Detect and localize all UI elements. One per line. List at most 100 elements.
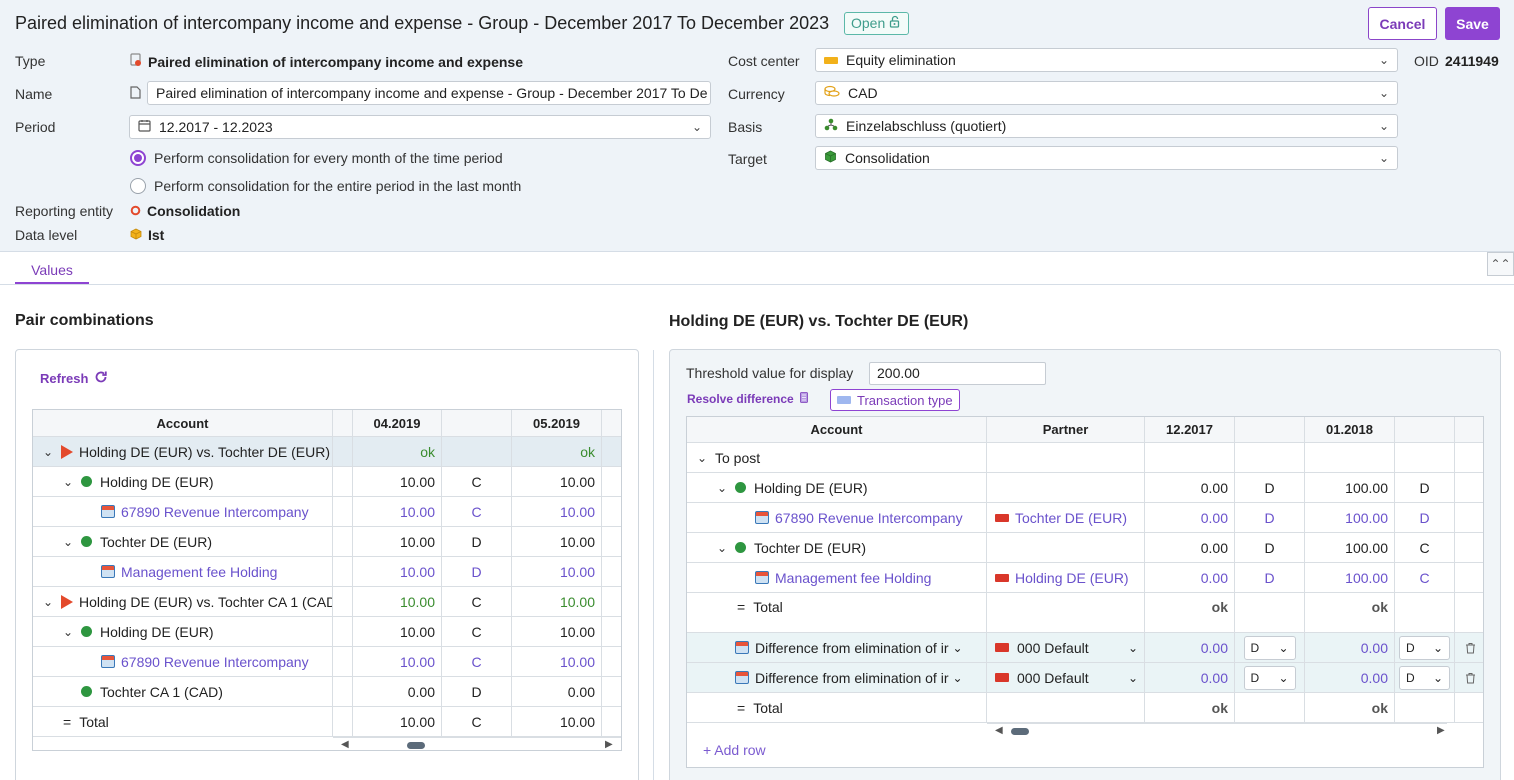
type-value: Paired elimination of intercompany incom… bbox=[130, 53, 523, 70]
resolve-difference-button[interactable]: Resolve difference bbox=[687, 392, 808, 406]
table-row[interactable]: ⌄ Holding DE (EUR) vs. Tochter DE (EUR) o… bbox=[33, 437, 621, 467]
chevron-down-icon[interactable]: ⌄ bbox=[62, 534, 74, 549]
status-dot-icon bbox=[81, 536, 92, 547]
horizontal-scrollbar[interactable]: ◀ ▶ bbox=[987, 723, 1447, 737]
difference-row[interactable]: Difference from elimination of ir ⌄ 000 D… bbox=[687, 663, 1483, 693]
chevron-down-icon: ⌄ bbox=[1378, 53, 1389, 67]
horizontal-scrollbar[interactable]: ◀ ▶ bbox=[333, 737, 621, 750]
chevron-down-icon[interactable]: ⌄ bbox=[42, 444, 54, 459]
period-select[interactable]: 12.2017 - 12.2023 ⌄ bbox=[129, 115, 711, 139]
chevron-down-icon[interactable]: ⌄ bbox=[1127, 670, 1138, 685]
table-row[interactable]: Management fee Holding 10.00 D 10.00 bbox=[33, 557, 621, 587]
chevron-down-icon: ⌄ bbox=[1378, 119, 1389, 133]
table-row[interactable]: ⌄ Holding DE (EUR) 10.00 C 10.00 bbox=[33, 617, 621, 647]
total-row: = Total 10.00 C 10.00 bbox=[33, 707, 621, 737]
radio-entire[interactable]: Perform consolidation for the entire per… bbox=[130, 178, 521, 194]
radio-monthly[interactable]: Perform consolidation for every month of… bbox=[130, 150, 503, 166]
total-row: = Total ok ok bbox=[687, 593, 1483, 633]
debit-credit-select[interactable]: D ⌄ bbox=[1243, 635, 1296, 660]
collapse-icon[interactable]: ⌃⌃ bbox=[1487, 252, 1514, 276]
chevron-down-icon[interactable]: ⌄ bbox=[62, 624, 74, 639]
chevron-down-icon[interactable]: ⌄ bbox=[952, 640, 963, 655]
transaction-flag-icon bbox=[995, 673, 1009, 682]
trash-icon[interactable] bbox=[1455, 633, 1483, 662]
account-icon bbox=[735, 641, 749, 654]
transaction-flag-icon bbox=[995, 643, 1009, 652]
resolve-difference-label: Resolve difference bbox=[687, 392, 794, 406]
account-icon bbox=[735, 671, 749, 684]
chevron-down-icon[interactable]: ⌄ bbox=[952, 670, 963, 685]
scroll-thumb[interactable] bbox=[1011, 728, 1029, 735]
chevron-down-icon: ⌄ bbox=[1378, 151, 1389, 165]
name-input[interactable]: Paired elimination of intercompany incom… bbox=[147, 81, 711, 105]
trash-icon[interactable] bbox=[1455, 663, 1483, 692]
table-row[interactable]: ⌄ Tochter DE (EUR) 0.00 D 100.00 C bbox=[687, 533, 1483, 563]
refresh-button[interactable]: Refresh bbox=[40, 370, 108, 387]
document-icon bbox=[130, 86, 141, 99]
period-value: 12.2017 - 12.2023 bbox=[159, 119, 273, 135]
table-row[interactable]: ⌄ Holding DE (EUR) 10.00 C 10.00 bbox=[33, 467, 621, 497]
col-period-2[interactable]: 05.2019 bbox=[512, 410, 602, 436]
tab-values[interactable]: Values bbox=[15, 252, 89, 284]
debit-credit-select[interactable]: D ⌄ bbox=[1399, 635, 1450, 660]
table-row[interactable]: ⌄ To post bbox=[687, 443, 1483, 473]
chevron-down-icon[interactable]: ⌄ bbox=[62, 474, 74, 489]
col-period-1[interactable]: 12.2017 bbox=[1145, 417, 1235, 442]
cancel-button[interactable]: Cancel bbox=[1368, 7, 1437, 40]
table-row[interactable]: Tochter CA 1 (CAD) 0.00 D 0.00 bbox=[33, 677, 621, 707]
calendar-icon bbox=[138, 119, 151, 135]
status-badge[interactable]: Open bbox=[844, 12, 910, 35]
elimination-type-icon bbox=[130, 53, 142, 70]
difference-row[interactable]: Difference from elimination of ir ⌄ 000 D… bbox=[687, 633, 1483, 663]
status-label: Open bbox=[851, 15, 886, 31]
cost-center-value: Equity elimination bbox=[846, 52, 956, 68]
period-label: Period bbox=[15, 119, 56, 135]
add-row-button[interactable]: + Add row bbox=[703, 742, 766, 758]
table-row[interactable]: Management fee Holding Holding DE (EUR) … bbox=[687, 563, 1483, 593]
radio-entire-label: Perform consolidation for the entire per… bbox=[154, 178, 522, 194]
chevron-down-icon[interactable]: ⌄ bbox=[716, 540, 728, 555]
scroll-right-icon[interactable]: ▶ bbox=[605, 739, 613, 750]
cost-center-select[interactable]: Equity elimination ⌄ bbox=[815, 48, 1398, 72]
oid-label: OID bbox=[1414, 53, 1439, 69]
col-partner[interactable]: Partner bbox=[987, 417, 1145, 442]
chevron-down-icon[interactable]: ⌄ bbox=[1127, 640, 1138, 655]
table-row[interactable]: 67890 Revenue Intercompany Tochter DE (E… bbox=[687, 503, 1483, 533]
col-period-2[interactable]: 01.2018 bbox=[1305, 417, 1395, 442]
account-icon bbox=[755, 511, 769, 524]
partner-flag-icon bbox=[995, 573, 1009, 582]
scroll-thumb[interactable] bbox=[407, 742, 425, 749]
basis-select[interactable]: Einzelabschluss (quotiert) ⌄ bbox=[815, 114, 1398, 138]
debit-credit-select[interactable]: D ⌄ bbox=[1399, 665, 1450, 690]
col-account[interactable]: Account bbox=[687, 417, 987, 442]
reporting-entity-text: Consolidation bbox=[147, 203, 241, 219]
target-select[interactable]: Consolidation ⌄ bbox=[815, 146, 1398, 170]
scroll-left-icon[interactable]: ◀ bbox=[995, 725, 1003, 736]
table-row[interactable]: ⌄ Holding DE (EUR) vs. Tochter CA 1 (CAD)… bbox=[33, 587, 621, 617]
table-row[interactable]: ⌄ Holding DE (EUR) 0.00 D 100.00 D bbox=[687, 473, 1483, 503]
chevron-down-icon[interactable]: ⌄ bbox=[42, 594, 54, 609]
transaction-type-chip[interactable]: Transaction type bbox=[830, 389, 960, 411]
unlock-icon bbox=[889, 13, 902, 34]
table-row[interactable]: 67890 Revenue Intercompany 10.00 C 10.00 bbox=[33, 497, 621, 527]
chevron-down-icon[interactable]: ⌄ bbox=[696, 450, 708, 465]
scroll-right-icon[interactable]: ▶ bbox=[1437, 725, 1445, 736]
table-row[interactable]: ⌄ Tochter DE (EUR) 10.00 D 10.00 bbox=[33, 527, 621, 557]
save-button[interactable]: Save bbox=[1445, 7, 1500, 40]
chevron-down-icon[interactable]: ⌄ bbox=[716, 480, 728, 495]
table-row[interactable]: 67890 Revenue Intercompany 10.00 C 10.00 bbox=[33, 647, 621, 677]
chevron-down-icon: ⌄ bbox=[1432, 670, 1443, 685]
chevron-down-icon: ⌄ bbox=[1432, 640, 1443, 655]
grid-header: Account Partner 12.2017 01.2018 bbox=[687, 417, 1483, 443]
debit-credit-select[interactable]: D ⌄ bbox=[1243, 665, 1296, 690]
col-period-1[interactable]: 04.2019 bbox=[353, 410, 442, 436]
column-divider bbox=[653, 350, 654, 780]
threshold-input[interactable]: 200.00 bbox=[869, 362, 1046, 385]
scroll-left-icon[interactable]: ◀ bbox=[341, 739, 349, 750]
equals-icon: = bbox=[63, 713, 72, 730]
currency-select[interactable]: CAD ⌄ bbox=[815, 81, 1398, 105]
col-account[interactable]: Account bbox=[33, 410, 333, 436]
cost-center-icon bbox=[824, 56, 838, 64]
chevron-down-icon: ⌄ bbox=[1378, 86, 1389, 100]
col-dc-1 bbox=[442, 410, 512, 436]
